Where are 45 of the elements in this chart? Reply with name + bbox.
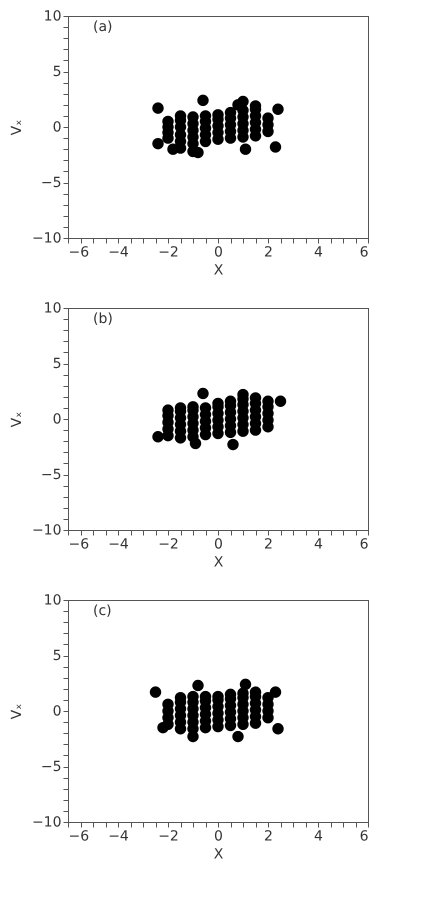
x-tick-label: 4 <box>314 828 324 844</box>
y-tick-label: 0 <box>52 704 62 720</box>
y-axis-title: Vₓ <box>8 704 25 720</box>
y-tick-label: 5 <box>52 356 62 372</box>
x-axis-title: X <box>214 554 224 570</box>
y-tick-label: −5 <box>40 759 62 775</box>
x-tick-label: 6 <box>360 244 369 260</box>
y-tick-label: 0 <box>52 412 62 428</box>
y-tick-label: −10 <box>32 814 62 830</box>
x-tick-label: −2 <box>158 828 179 844</box>
x-tick-label: 0 <box>214 828 223 844</box>
annotation: (a) <box>93 19 113 35</box>
x-tick-label: 0 <box>214 536 223 552</box>
y-axis-title: Vₓ <box>8 120 25 136</box>
y-tick-label: −10 <box>32 522 62 538</box>
x-tick-label: −2 <box>158 536 179 552</box>
y-tick-label: 10 <box>44 8 62 24</box>
y-tick-label: 5 <box>52 648 62 664</box>
x-tick-label: 2 <box>264 828 273 844</box>
y-tick-label: 10 <box>44 300 62 316</box>
y-axis-title: Vₓ <box>8 412 25 428</box>
x-tick-label: 2 <box>264 244 273 260</box>
x-tick-label: 2 <box>264 536 273 552</box>
annotation: (c) <box>93 603 112 619</box>
x-tick-label: 4 <box>314 244 324 260</box>
x-axis-title: X <box>214 846 224 862</box>
y-tick-label: −5 <box>40 467 62 483</box>
x-tick-label: −4 <box>108 244 129 260</box>
x-tick-label: −4 <box>108 828 129 844</box>
x-tick-label: 0 <box>214 244 223 260</box>
y-tick-label: −10 <box>32 230 62 246</box>
x-tick-label: −6 <box>68 828 90 844</box>
annotation: (b) <box>93 311 113 327</box>
x-tick-label: −4 <box>108 536 129 552</box>
x-tick-label: −6 <box>68 244 90 260</box>
x-tick-label: −2 <box>158 244 179 260</box>
x-tick-label: −6 <box>68 536 90 552</box>
y-tick-label: 10 <box>44 592 62 608</box>
x-tick-label: 4 <box>314 536 324 552</box>
y-tick-label: 0 <box>52 120 62 136</box>
y-tick-label: 5 <box>52 64 62 80</box>
x-tick-label: 6 <box>360 828 369 844</box>
y-tick-label: −5 <box>40 175 62 191</box>
x-axis-title: X <box>214 262 224 278</box>
x-tick-label: 6 <box>360 536 369 552</box>
